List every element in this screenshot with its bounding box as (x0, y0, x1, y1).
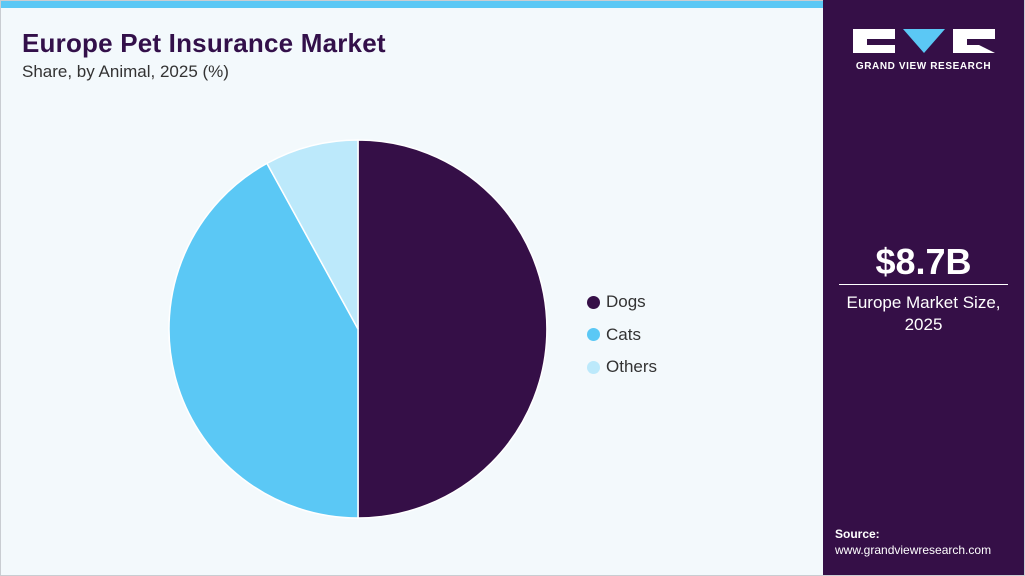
pie-slice-cats (168, 162, 359, 519)
pie-chart (168, 139, 548, 519)
source-url[interactable]: www.grandviewresearch.com (835, 543, 992, 557)
legend-label: Dogs (606, 292, 646, 312)
divider (839, 284, 1008, 285)
accent-bar (1, 1, 824, 8)
pie-slice-dogs (357, 139, 548, 519)
info-panel: GRAND VIEW RESEARCH $8.7B Europe Market … (823, 0, 1024, 575)
chart-title: Europe Pet Insurance Market (22, 28, 386, 58)
legend-item-dogs: Dogs (587, 286, 657, 319)
market-size-value: $8.7B (875, 241, 972, 282)
legend-label: Others (606, 357, 658, 377)
legend-swatch (587, 295, 600, 309)
chart-legend: Dogs Cats Others (587, 286, 657, 384)
legend-item-cats: Cats (587, 319, 657, 352)
logo-text: GRAND VIEW RESEARCH (855, 61, 992, 72)
market-size-label: Europe Market Size, 2025 (846, 293, 1001, 334)
legend-label: Cats (606, 324, 641, 344)
grand-view-research-logo (853, 29, 995, 53)
legend-swatch (587, 360, 600, 374)
chart-subtitle: Share, by Animal, 2025 (%) (22, 62, 229, 81)
source-label: Source: (835, 527, 880, 541)
legend-item-others: Others (587, 351, 657, 384)
legend-swatch (587, 328, 600, 342)
pie-slice-others (265, 139, 359, 330)
